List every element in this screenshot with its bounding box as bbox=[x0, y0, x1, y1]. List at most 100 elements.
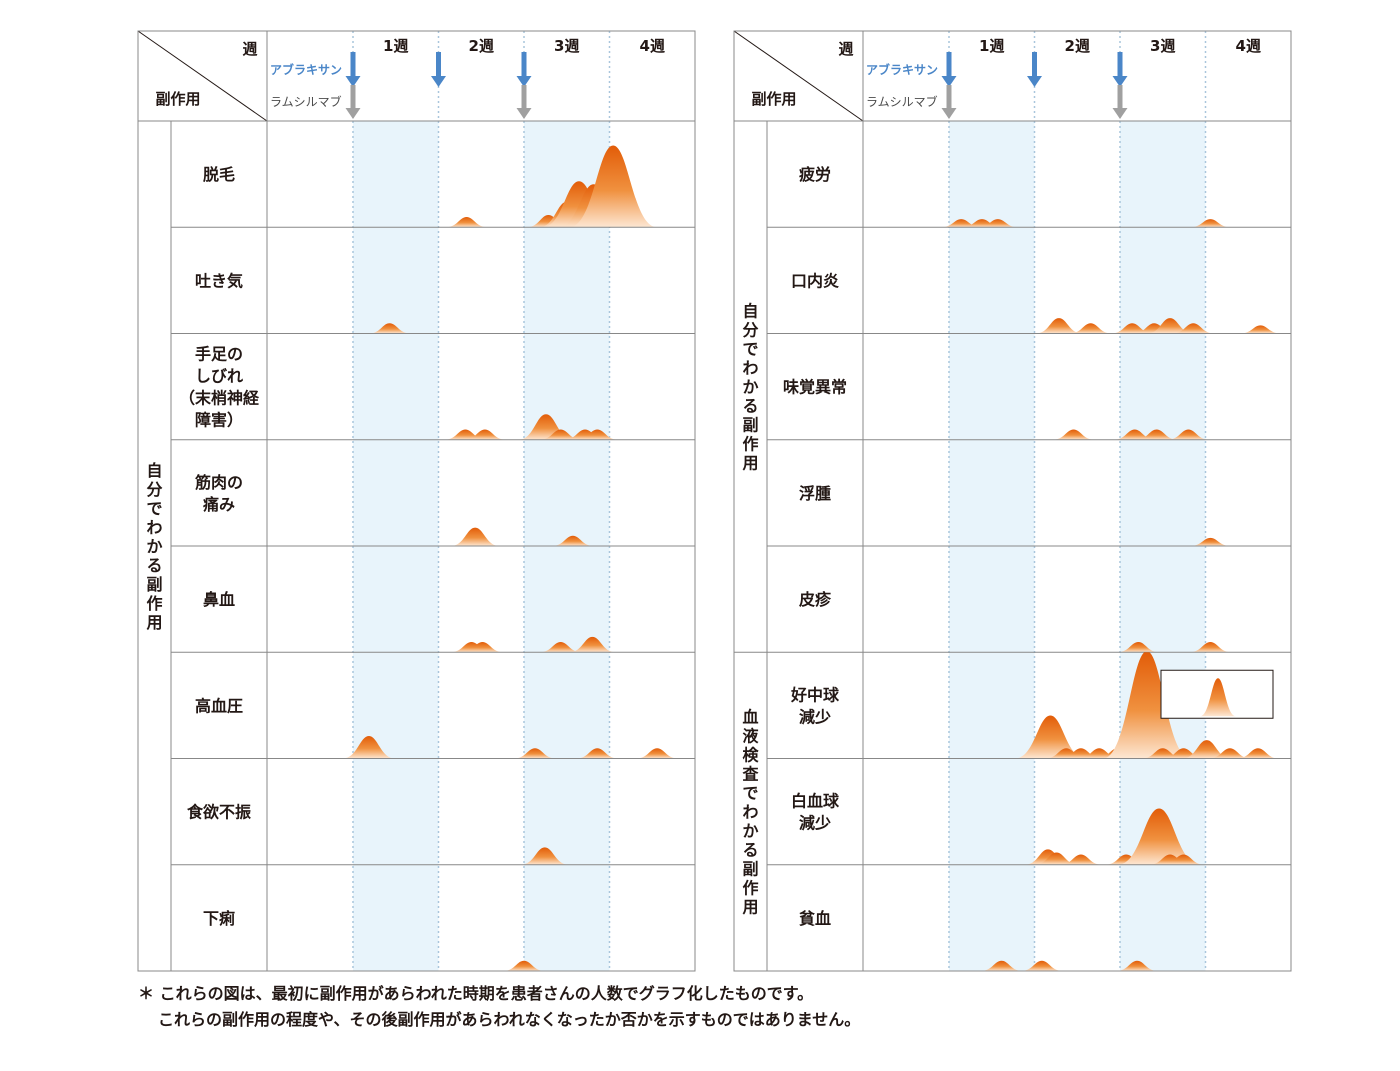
incidence-peak bbox=[1117, 808, 1201, 865]
incidence-peak bbox=[569, 636, 616, 653]
incidence-peak bbox=[461, 642, 504, 653]
incidence-peak bbox=[1052, 429, 1095, 440]
incidence-peak bbox=[1172, 323, 1214, 334]
svg-text:査: 査 bbox=[742, 765, 758, 784]
svg-text:しびれ: しびれ bbox=[195, 367, 243, 386]
svg-text:作: 作 bbox=[742, 879, 758, 898]
incidence-peak bbox=[503, 960, 545, 971]
week-label: 1週 bbox=[979, 37, 1004, 55]
svg-text:皮疹: 皮疹 bbox=[798, 590, 832, 609]
drug-a-label: アブラキサン bbox=[866, 62, 938, 77]
incidence-peak bbox=[1015, 715, 1086, 759]
svg-text:作: 作 bbox=[146, 594, 162, 613]
week-label: 2週 bbox=[1065, 37, 1090, 55]
side-effect-row-label: 疲労 bbox=[799, 165, 831, 184]
side-effect-row-label: 浮腫 bbox=[799, 484, 831, 503]
svg-text:浮腫: 浮腫 bbox=[799, 484, 831, 503]
incidence-peak bbox=[1167, 429, 1210, 440]
drug-b-label: ラムシルマブ bbox=[866, 94, 938, 109]
svg-text:分: 分 bbox=[146, 480, 162, 499]
incidence-series bbox=[1025, 808, 1205, 865]
incidence-series bbox=[1190, 537, 1231, 546]
drug-b-dose-arrow bbox=[1112, 85, 1128, 119]
svg-text:用: 用 bbox=[742, 454, 758, 473]
incidence-peak bbox=[1034, 852, 1079, 865]
incidence-peak bbox=[1116, 960, 1158, 971]
inset-box bbox=[1160, 669, 1274, 719]
incidence-series bbox=[450, 527, 594, 546]
svg-text:好中球: 好中球 bbox=[790, 685, 840, 704]
week-label: 1週 bbox=[383, 37, 408, 55]
incidence-peak bbox=[1136, 429, 1178, 440]
incidence-peak bbox=[1036, 318, 1082, 334]
incidence-peak bbox=[450, 527, 500, 546]
svg-text:下痢: 下痢 bbox=[203, 909, 235, 928]
incidence-series bbox=[941, 219, 1231, 228]
incidence-peak bbox=[576, 748, 618, 759]
incidence-peak bbox=[520, 847, 569, 865]
svg-text:副: 副 bbox=[742, 416, 758, 435]
svg-text:る: る bbox=[742, 397, 758, 416]
svg-text:る: る bbox=[146, 556, 162, 575]
drug-b-dose-arrow bbox=[941, 85, 957, 119]
side-effect-row-label: 口内炎 bbox=[791, 271, 839, 290]
incidence-peak bbox=[1147, 318, 1193, 334]
svg-text:味覚異常: 味覚異常 bbox=[783, 378, 847, 397]
svg-text:る: る bbox=[742, 841, 758, 860]
incidence-peak bbox=[464, 429, 506, 440]
svg-text:鼻血: 鼻血 bbox=[203, 590, 235, 609]
svg-text:わ: わ bbox=[146, 518, 162, 537]
incidence-peak bbox=[1189, 642, 1231, 653]
incidence-series bbox=[1052, 429, 1210, 440]
week-label: 4週 bbox=[640, 37, 665, 55]
side-effect-row-label: 高血圧 bbox=[195, 696, 243, 715]
svg-text:作: 作 bbox=[742, 435, 758, 454]
svg-text:筋肉の: 筋肉の bbox=[194, 473, 243, 492]
incidence-peak bbox=[1070, 323, 1112, 334]
footnote-line-1: ＊ これらの図は、最初に副作用があらわれた時期を患者さんの人数でグラフ化したもの… bbox=[138, 984, 814, 1003]
svg-text:か: か bbox=[146, 537, 162, 556]
svg-text:障害）: 障害） bbox=[195, 411, 243, 430]
svg-text:白血球: 白血球 bbox=[791, 792, 840, 811]
svg-text:食欲不振: 食欲不振 bbox=[186, 803, 251, 822]
incidence-peak bbox=[980, 960, 1023, 971]
drug-a-label: アブラキサン bbox=[270, 62, 342, 77]
svg-text:わ: わ bbox=[742, 359, 758, 378]
incidence-series bbox=[444, 414, 618, 440]
incidence-series bbox=[503, 960, 545, 971]
panel-border bbox=[137, 30, 696, 972]
inset-peak bbox=[1200, 678, 1236, 717]
incidence-series bbox=[980, 960, 1158, 971]
side-effect-row-label: 鼻血 bbox=[203, 590, 235, 609]
incidence-series bbox=[520, 847, 569, 865]
incidence-peak bbox=[540, 642, 582, 653]
incidence-peak bbox=[636, 748, 678, 759]
incidence-series bbox=[1015, 652, 1279, 759]
incidence-series bbox=[1036, 318, 1281, 334]
svg-text:吐き気: 吐き気 bbox=[195, 271, 243, 290]
week-header-label: 週 bbox=[242, 40, 257, 58]
svg-text:分: 分 bbox=[742, 321, 758, 340]
side-effect-row-label: 吐き気 bbox=[195, 271, 243, 290]
drug-a-dose-arrow bbox=[1112, 52, 1128, 87]
svg-text:で: で bbox=[742, 340, 758, 359]
svg-text:高血圧: 高血圧 bbox=[195, 696, 243, 715]
drug-b-label: ラムシルマブ bbox=[270, 94, 342, 109]
drug-a-dose-arrow bbox=[345, 52, 361, 87]
incidence-series bbox=[342, 736, 678, 759]
incidence-peak bbox=[1209, 748, 1251, 759]
side-effect-row-label: 脱毛 bbox=[203, 165, 235, 184]
footnote: ＊ これらの図は、最初に副作用があらわれた時期を患者さんの人数でグラフ化したもの… bbox=[138, 981, 860, 1033]
incidence-peak bbox=[369, 323, 411, 334]
drug-a-dose-arrow bbox=[941, 52, 957, 87]
incidence-peak bbox=[1190, 219, 1231, 228]
svg-text:副: 副 bbox=[742, 860, 758, 879]
incidence-peak bbox=[576, 429, 618, 440]
svg-text:用: 用 bbox=[742, 898, 758, 917]
incidence-peak bbox=[445, 217, 488, 228]
panel-border bbox=[733, 30, 1292, 972]
